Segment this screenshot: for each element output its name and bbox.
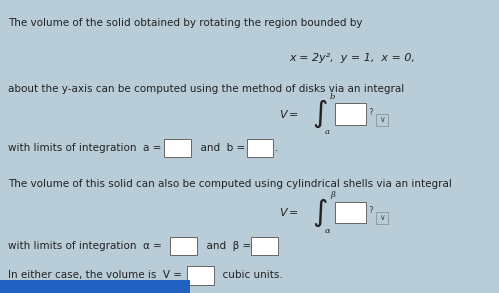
Text: x = 2y²,  y = 1,  x = 0,: x = 2y², y = 1, x = 0,: [289, 53, 416, 63]
Text: $V=$: $V=$: [279, 207, 299, 218]
Text: b: b: [330, 93, 335, 101]
Text: The volume of this solid can also be computed using cylindrical shells via an in: The volume of this solid can also be com…: [8, 179, 452, 189]
Text: The volume of the solid obtained by rotating the region bounded by: The volume of the solid obtained by rota…: [8, 18, 362, 28]
FancyBboxPatch shape: [247, 139, 273, 157]
Text: about the y-axis can be computed using the method of disks via an integral: about the y-axis can be computed using t…: [8, 84, 404, 93]
FancyBboxPatch shape: [376, 212, 388, 224]
FancyBboxPatch shape: [335, 103, 366, 125]
FancyBboxPatch shape: [335, 202, 366, 223]
Text: with limits of integration  a =: with limits of integration a =: [8, 143, 161, 153]
Text: ∨: ∨: [379, 213, 385, 222]
Text: $\int$: $\int$: [312, 98, 327, 130]
Text: In either case, the volume is  V =: In either case, the volume is V =: [8, 270, 182, 280]
Text: $V=$: $V=$: [279, 108, 299, 120]
Text: ∨: ∨: [379, 115, 385, 124]
Text: β: β: [330, 191, 335, 199]
FancyBboxPatch shape: [187, 266, 214, 285]
Text: .: .: [275, 143, 278, 153]
FancyBboxPatch shape: [170, 237, 197, 255]
Text: a: a: [324, 128, 329, 137]
Text: and  β =: and β =: [200, 241, 251, 251]
FancyBboxPatch shape: [0, 280, 190, 293]
FancyBboxPatch shape: [376, 114, 388, 126]
Text: ?: ?: [368, 207, 373, 215]
Text: $\int$: $\int$: [312, 196, 327, 229]
Text: α: α: [324, 226, 330, 235]
Text: ?: ?: [368, 108, 373, 117]
Text: and  b =: and b =: [194, 143, 245, 153]
Text: with limits of integration  α =: with limits of integration α =: [8, 241, 162, 251]
FancyBboxPatch shape: [251, 237, 278, 255]
Text: cubic units.: cubic units.: [216, 270, 283, 280]
FancyBboxPatch shape: [164, 139, 191, 157]
